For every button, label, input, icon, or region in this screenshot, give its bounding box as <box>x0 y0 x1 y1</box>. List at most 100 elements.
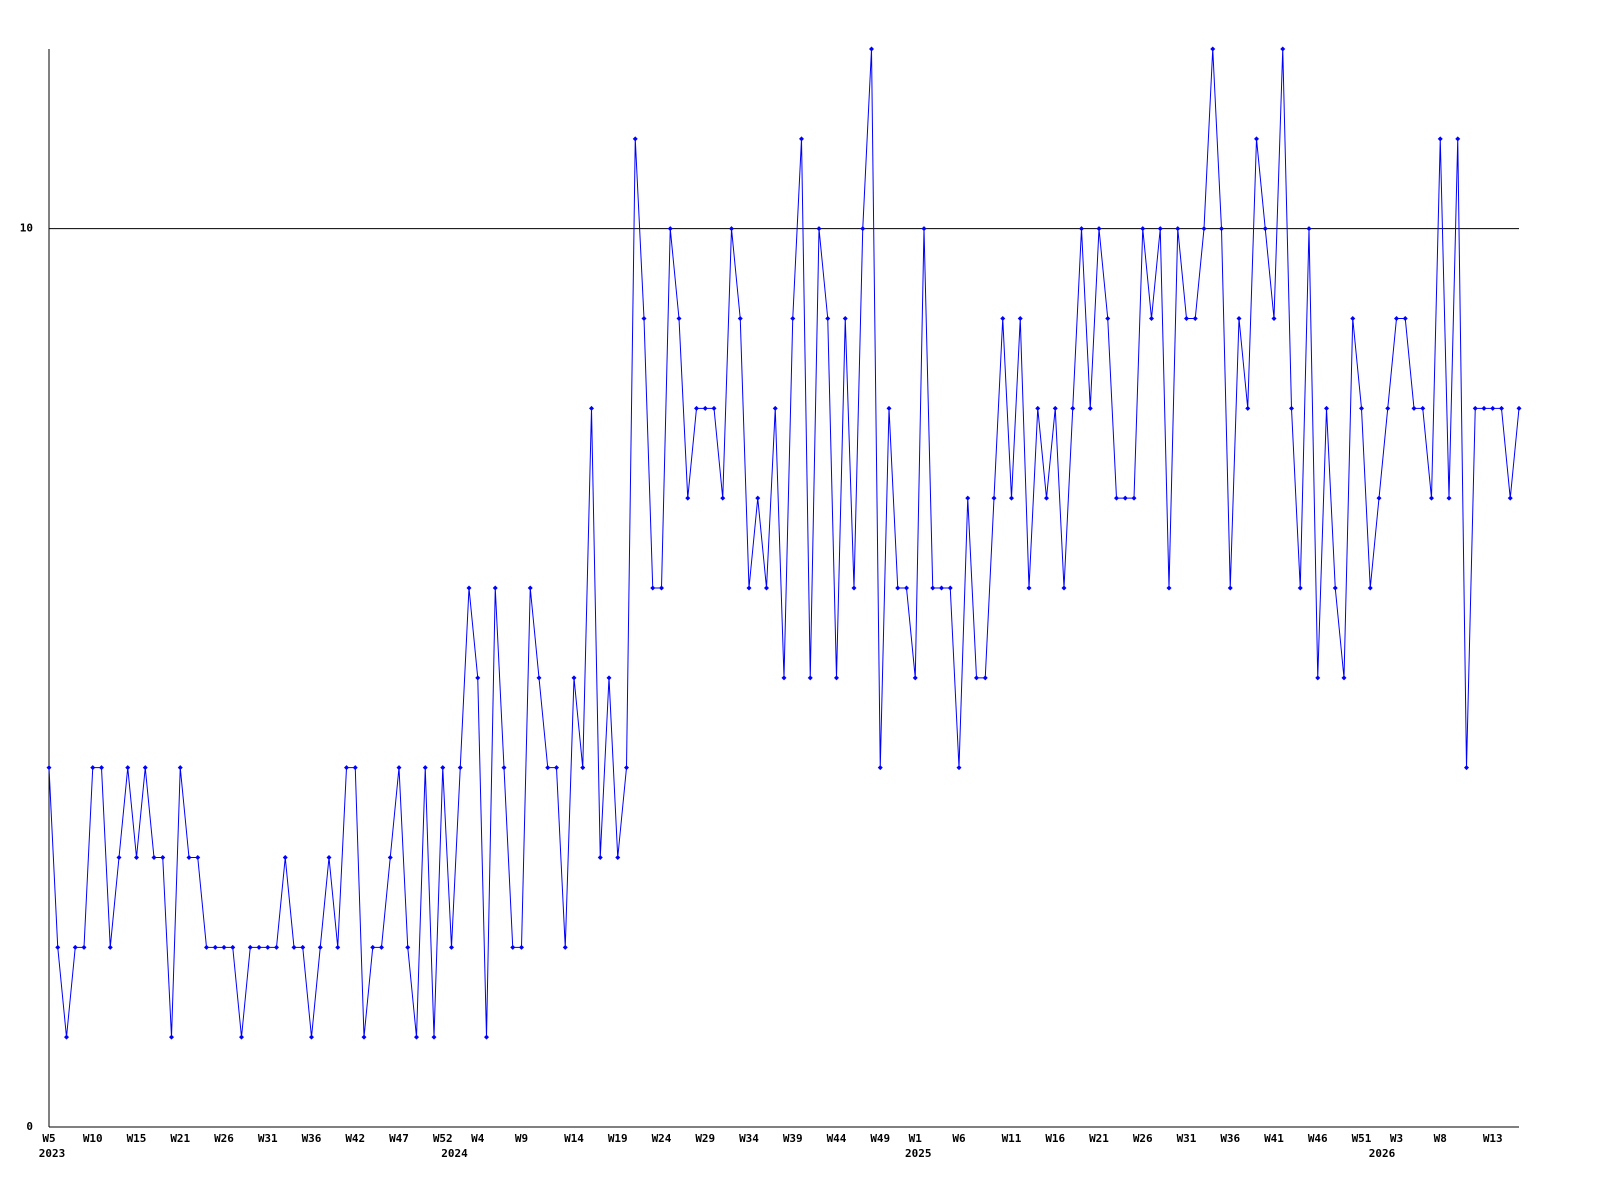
data-point <box>720 495 726 501</box>
data-point <box>956 765 962 771</box>
data-point <box>501 765 507 771</box>
x-tick-label: W14 <box>564 1132 584 1145</box>
x-tick-label: W13 <box>1483 1132 1503 1145</box>
data-point <box>729 226 734 232</box>
x-tick-label: W46 <box>1308 1132 1328 1145</box>
data-point <box>457 765 463 771</box>
data-point <box>1026 585 1032 591</box>
data-point <box>1402 316 1408 321</box>
data-point <box>282 855 288 860</box>
data-point <box>1437 136 1443 142</box>
data-point <box>212 944 218 950</box>
data-point <box>405 944 411 950</box>
data-point <box>1289 405 1294 411</box>
x-tick-label: W5 <box>42 1132 55 1145</box>
data-point <box>1280 46 1286 52</box>
x-tick-label: W34 <box>739 1132 759 1145</box>
data-point <box>519 944 524 950</box>
y-tick-label: 10 <box>20 222 33 235</box>
data-point <box>842 316 848 321</box>
data-point <box>974 675 979 681</box>
data-point <box>195 855 201 860</box>
data-point <box>1429 495 1434 501</box>
data-point <box>685 495 691 501</box>
data-point <box>1455 136 1461 142</box>
data-point <box>370 944 376 950</box>
data-point <box>580 765 586 771</box>
data-point <box>142 765 148 771</box>
data-point <box>816 226 822 232</box>
data-point <box>790 316 796 321</box>
data-point <box>64 1034 69 1040</box>
data-point <box>107 944 113 950</box>
data-point <box>274 944 279 950</box>
data-point <box>895 585 901 591</box>
data-point <box>466 585 472 591</box>
data-point <box>1245 405 1251 411</box>
data-point <box>1315 675 1321 681</box>
data-point <box>807 675 813 681</box>
data-point <box>55 944 61 950</box>
data-point <box>335 944 341 950</box>
data-point <box>1394 316 1399 321</box>
data-point <box>151 855 157 860</box>
data-point <box>1376 495 1382 501</box>
data-point <box>1464 765 1469 771</box>
data-point <box>1044 495 1049 501</box>
data-point <box>1324 405 1329 411</box>
data-point <box>247 944 253 950</box>
data-point <box>317 944 323 950</box>
x-tick-label: W11 <box>1002 1132 1022 1145</box>
data-point <box>116 855 122 860</box>
data-point <box>982 675 988 681</box>
data-point <box>527 585 533 591</box>
data-point <box>851 585 857 591</box>
x-year-label: 2023 <box>39 1147 66 1160</box>
data-point <box>947 585 953 591</box>
data-point <box>991 495 997 501</box>
data-point <box>1367 585 1373 591</box>
data-point <box>667 226 673 232</box>
data-point <box>904 585 909 591</box>
data-point <box>1306 226 1312 232</box>
data-point <box>1192 316 1198 321</box>
data-point <box>1516 405 1522 411</box>
data-point <box>326 855 332 860</box>
data-point <box>1507 495 1513 501</box>
data-point <box>562 944 568 950</box>
x-tick-label: W51 <box>1352 1132 1372 1145</box>
x-tick-label: W36 <box>302 1132 322 1145</box>
data-point <box>160 855 166 860</box>
data-point <box>536 675 542 681</box>
data-point <box>912 675 918 681</box>
data-point <box>694 405 699 411</box>
data-point <box>300 944 306 950</box>
data-point <box>134 855 139 860</box>
data-point <box>1420 405 1426 411</box>
data-point <box>650 585 656 591</box>
x-tick-label: W16 <box>1045 1132 1065 1145</box>
data-point <box>204 944 209 950</box>
data-point <box>230 944 236 950</box>
data-point <box>72 944 78 950</box>
data-point <box>746 585 752 591</box>
x-tick-label: W3 <box>1390 1132 1403 1145</box>
data-point <box>99 765 104 771</box>
data-point <box>1122 495 1128 501</box>
data-point <box>1236 316 1242 321</box>
data-point <box>554 765 559 771</box>
data-point <box>414 1034 419 1040</box>
x-tick-label: W6 <box>952 1132 966 1145</box>
data-point <box>1017 316 1023 321</box>
data-point <box>1201 226 1207 232</box>
data-point <box>239 1034 244 1040</box>
data-point <box>1105 316 1111 321</box>
x-tick-label: W21 <box>170 1132 190 1145</box>
data-point <box>1385 405 1391 411</box>
x-tick-label: W19 <box>608 1132 628 1145</box>
x-year-label: 2025 <box>905 1147 932 1160</box>
data-point <box>615 855 621 860</box>
data-point <box>352 765 358 771</box>
data-point <box>440 765 446 771</box>
x-tick-label: W26 <box>214 1132 234 1145</box>
